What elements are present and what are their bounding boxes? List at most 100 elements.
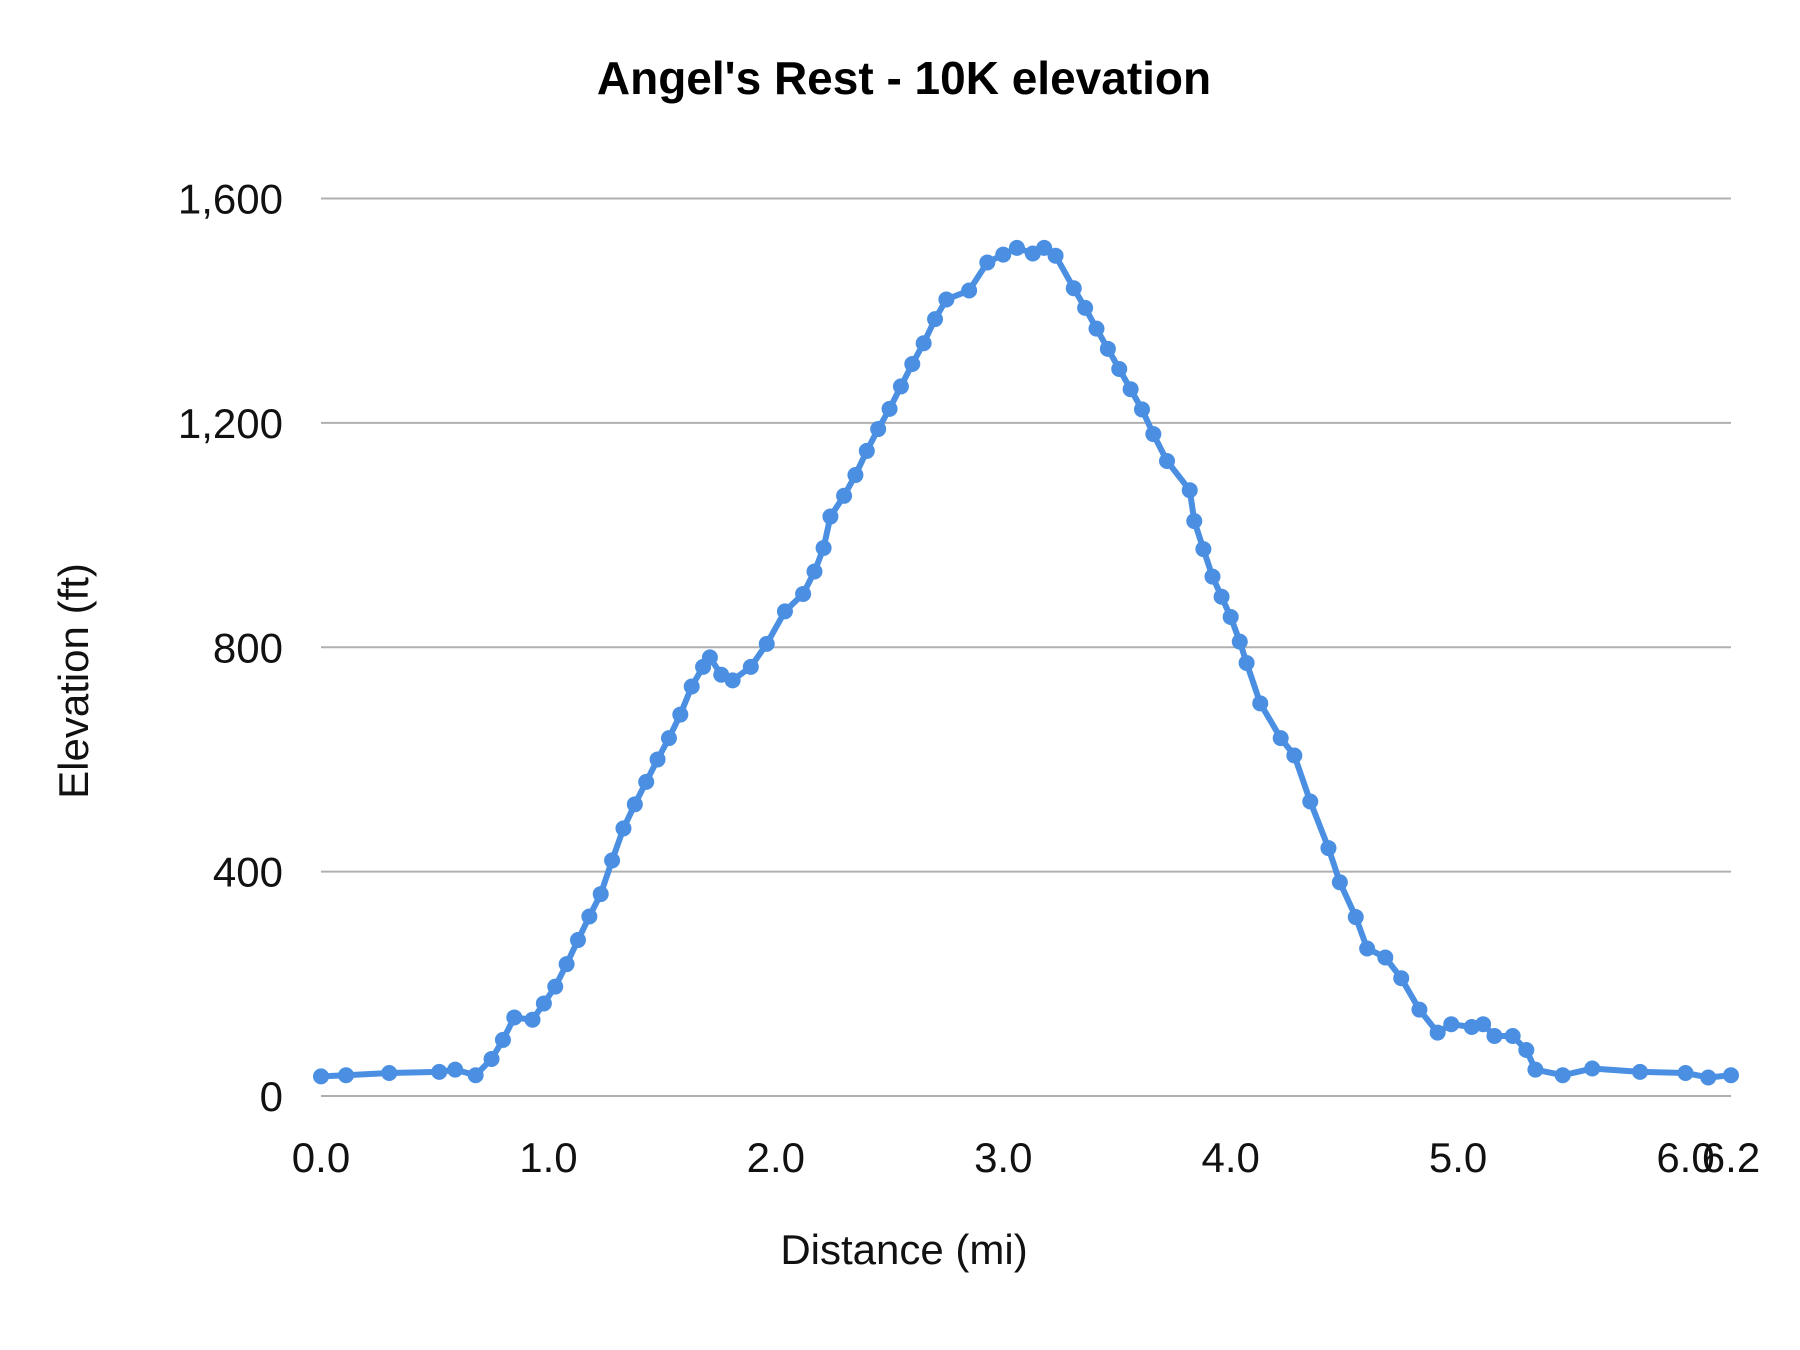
data-point xyxy=(915,335,932,352)
data-point xyxy=(660,730,677,747)
data-point xyxy=(1008,239,1025,256)
data-point xyxy=(1359,940,1376,957)
data-point xyxy=(1252,695,1269,712)
data-point xyxy=(904,355,921,372)
y-tick-label: 400 xyxy=(213,849,283,896)
data-point xyxy=(483,1050,500,1067)
data-point xyxy=(1554,1067,1571,1084)
data-point xyxy=(822,508,839,525)
data-point xyxy=(524,1011,541,1028)
data-point xyxy=(1145,426,1162,443)
data-point xyxy=(1302,793,1319,810)
x-axis-ticks: 0.0 1.0 2.0 3.0 4.0 5.0 6.06.2 xyxy=(292,1134,1760,1181)
y-tick-label: 1,200 xyxy=(178,400,283,447)
data-point xyxy=(1443,1016,1460,1033)
data-point xyxy=(1077,299,1094,316)
data-point xyxy=(592,886,609,903)
data-point xyxy=(961,282,978,299)
data-point xyxy=(1486,1027,1503,1044)
data-point xyxy=(581,908,598,925)
data-point xyxy=(995,246,1012,263)
data-point xyxy=(795,585,812,602)
data-point xyxy=(649,751,666,768)
data-point xyxy=(1222,608,1239,625)
data-point xyxy=(1231,633,1248,650)
data-point xyxy=(881,400,898,417)
data-point xyxy=(1133,401,1150,418)
data-point xyxy=(1331,874,1348,891)
data-point xyxy=(338,1067,355,1084)
data-point xyxy=(1036,239,1053,256)
data-point xyxy=(1393,970,1410,987)
data-point xyxy=(927,311,944,328)
y-tick-label: 0 xyxy=(260,1073,283,1120)
data-point xyxy=(431,1063,448,1080)
data-point xyxy=(467,1067,484,1084)
data-point xyxy=(1286,747,1303,764)
data-point xyxy=(1584,1060,1601,1077)
data-point xyxy=(1504,1027,1521,1044)
x-tick-label: 6.0 xyxy=(1656,1134,1714,1181)
data-point xyxy=(1213,588,1230,605)
data-point xyxy=(870,421,887,438)
data-point xyxy=(615,820,632,837)
data-point xyxy=(1204,568,1221,585)
data-point xyxy=(313,1068,329,1085)
data-point xyxy=(979,254,996,271)
y-axis-label: Elevation (ft) xyxy=(50,563,97,799)
data-point xyxy=(506,1009,523,1026)
data-point xyxy=(494,1031,511,1048)
data-point xyxy=(604,852,621,869)
data-point xyxy=(672,706,689,723)
data-point xyxy=(1527,1061,1544,1078)
data-point xyxy=(724,672,741,689)
data-point xyxy=(626,796,643,813)
y-tick-label: 800 xyxy=(213,624,283,671)
data-point xyxy=(1632,1063,1649,1080)
data-point xyxy=(1181,482,1198,499)
data-point xyxy=(1272,730,1289,747)
series-line xyxy=(320,244,1732,1081)
data-point xyxy=(1065,280,1082,297)
data-point xyxy=(758,635,775,652)
x-axis-label: Distance (mi) xyxy=(780,1226,1027,1273)
data-point xyxy=(1723,1067,1739,1084)
x-tick-label: 6.2 xyxy=(1702,1134,1760,1181)
data-point xyxy=(569,932,586,949)
x-tick-label: 2.0 xyxy=(747,1134,805,1181)
data-point xyxy=(1700,1069,1717,1086)
data-point xyxy=(558,956,575,973)
data-point xyxy=(806,563,823,580)
x-tick-label: 3.0 xyxy=(974,1134,1032,1181)
data-point xyxy=(701,649,718,666)
data-point xyxy=(836,487,853,504)
data-point xyxy=(1088,320,1105,337)
data-point xyxy=(1377,949,1394,966)
data-point xyxy=(1122,381,1139,398)
data-point xyxy=(892,378,909,395)
chart-title: Angel's Rest - 10K elevation xyxy=(597,52,1211,104)
data-point xyxy=(547,978,564,995)
data-point xyxy=(535,995,552,1012)
data-point xyxy=(1429,1024,1446,1041)
data-point xyxy=(1475,1016,1492,1033)
data-point xyxy=(776,603,793,620)
data-point xyxy=(815,539,832,556)
data-point xyxy=(938,291,955,308)
x-tick-label: 1.0 xyxy=(519,1134,577,1181)
x-tick-label: 4.0 xyxy=(1201,1134,1259,1181)
data-point xyxy=(381,1065,398,1082)
data-point xyxy=(1677,1065,1694,1082)
x-tick-label: 0.0 xyxy=(292,1134,350,1181)
data-point xyxy=(1238,654,1255,671)
series-elevation xyxy=(313,239,1739,1086)
data-point xyxy=(1159,453,1175,470)
data-point xyxy=(1195,541,1212,558)
data-point xyxy=(1411,1001,1428,1018)
y-tick-label: 1,600 xyxy=(178,176,283,223)
data-point xyxy=(1047,247,1064,264)
data-point xyxy=(847,467,864,484)
data-point xyxy=(858,442,875,459)
data-point xyxy=(1099,340,1116,357)
